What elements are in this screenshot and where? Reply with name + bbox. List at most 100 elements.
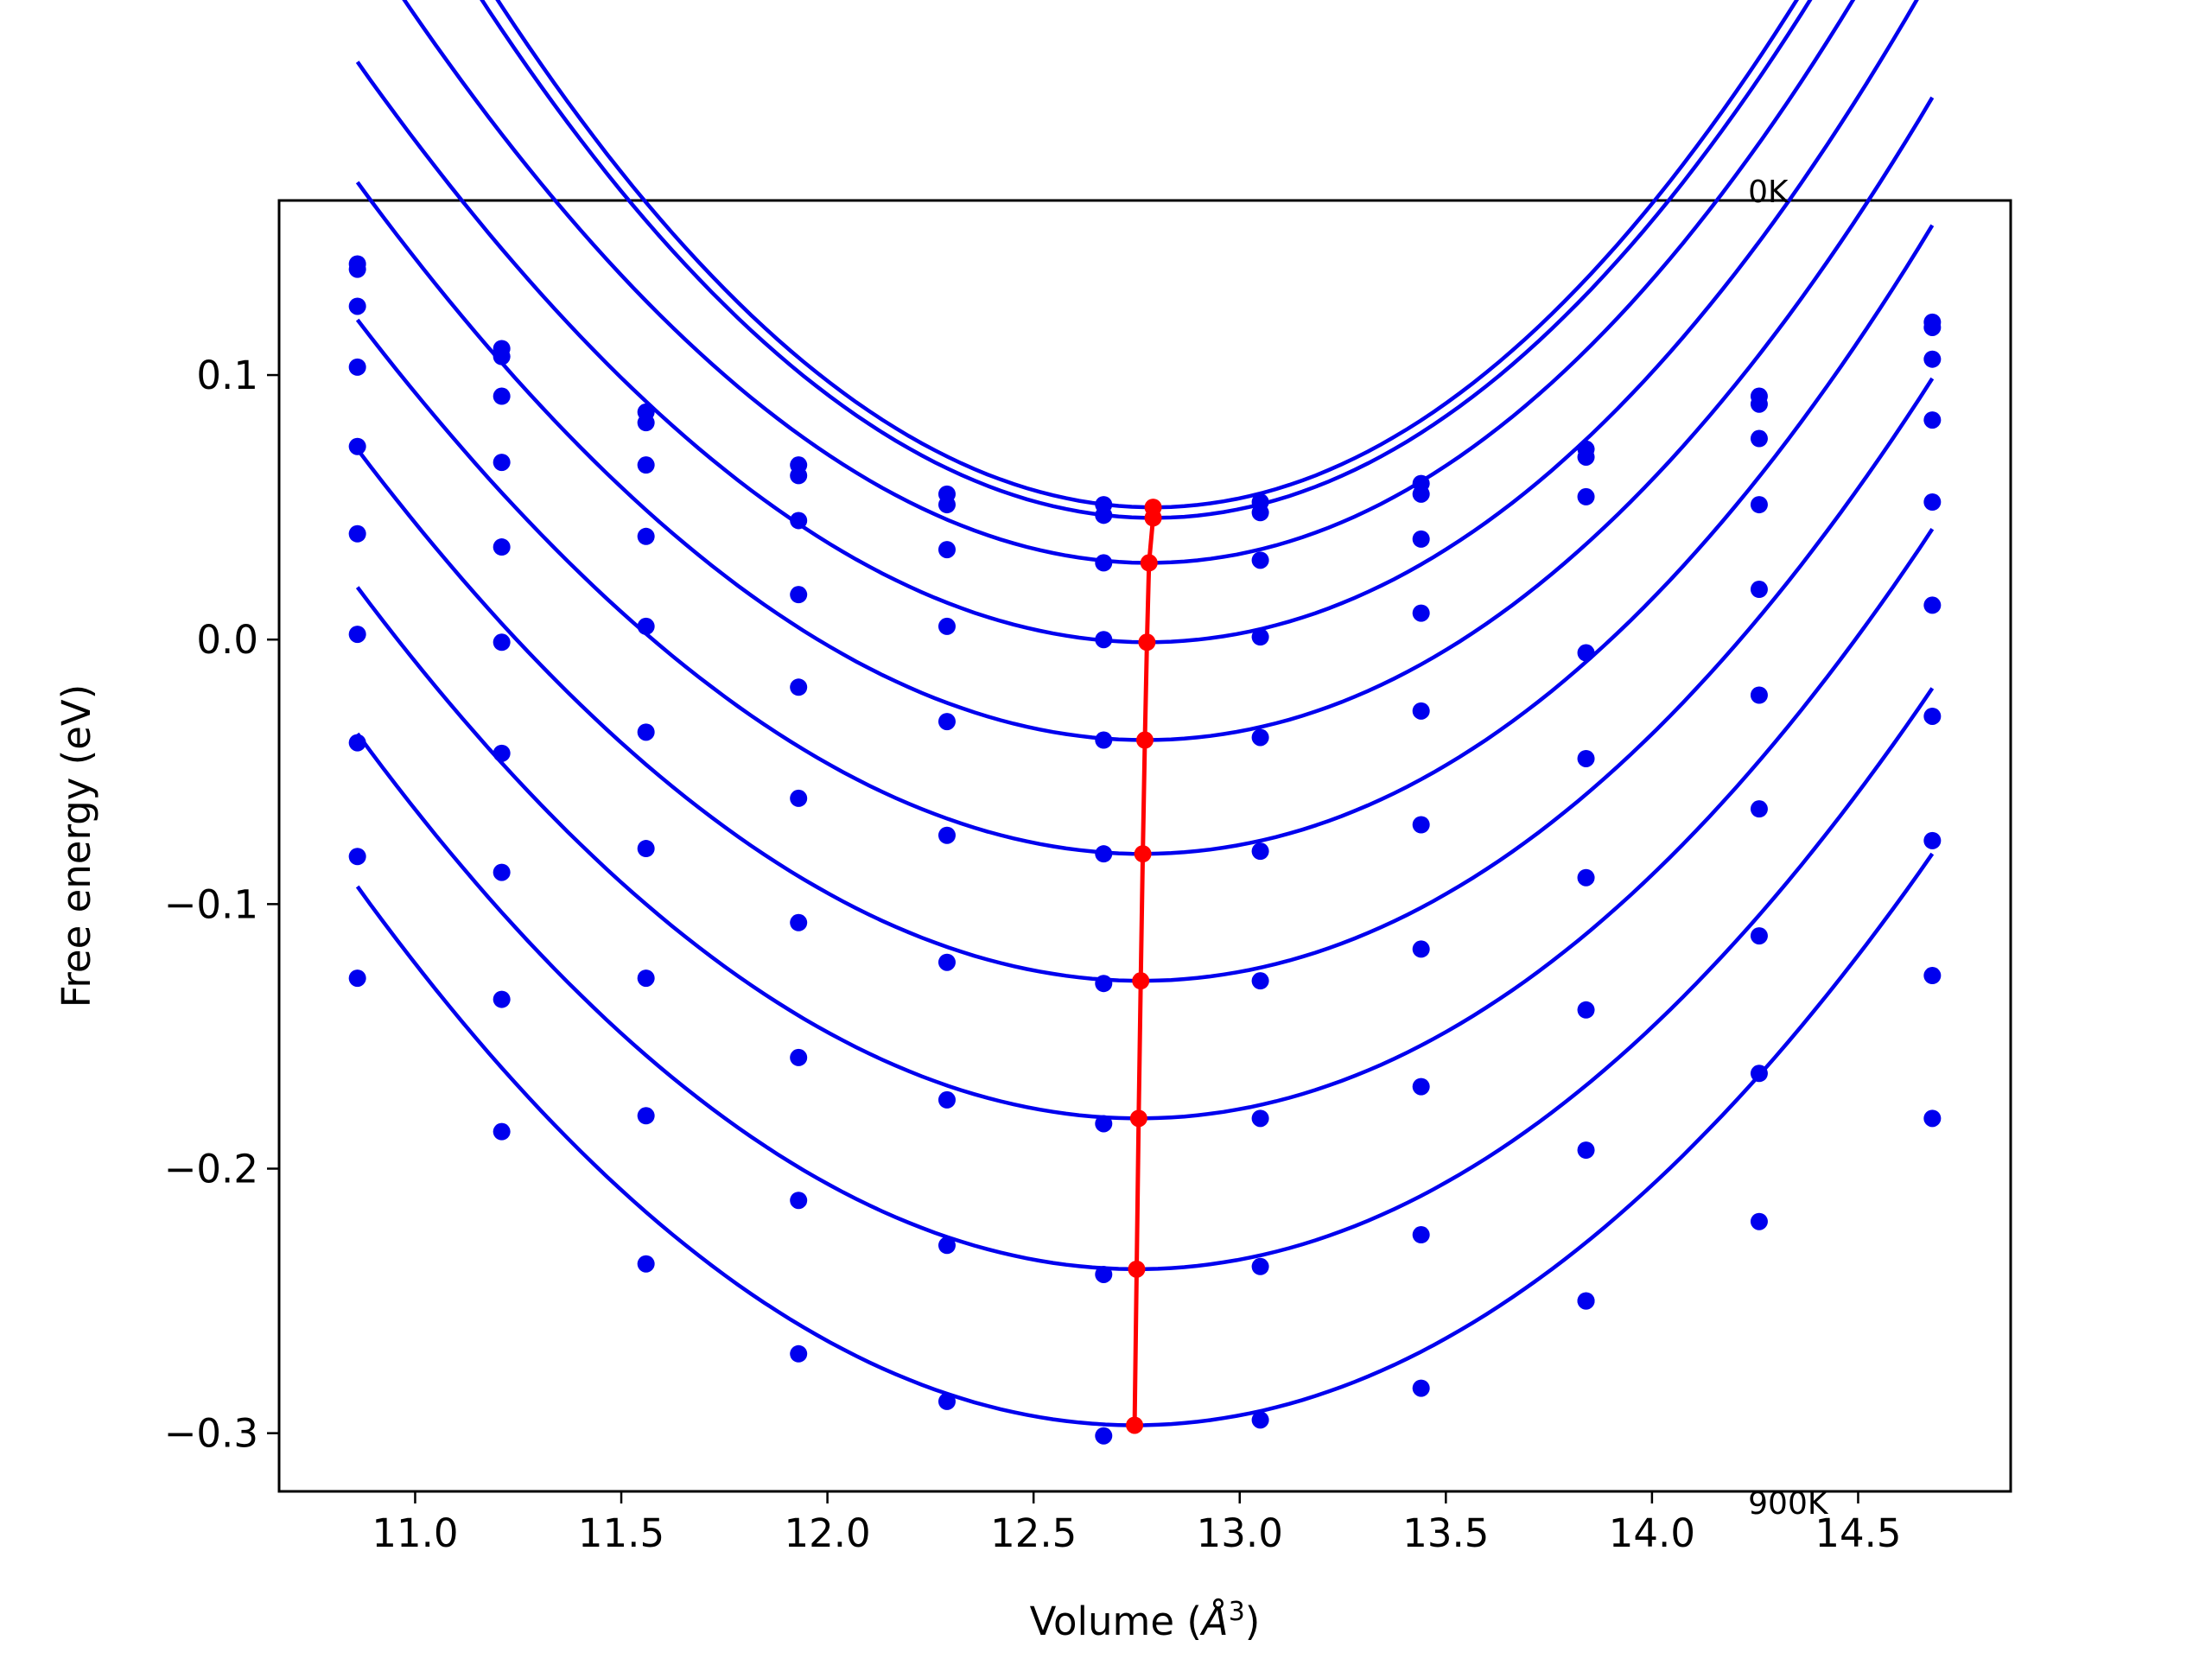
data-point xyxy=(1577,1292,1595,1310)
minimum-point xyxy=(1132,972,1150,990)
data-point xyxy=(1095,845,1113,863)
data-point xyxy=(1412,1226,1430,1244)
data-point xyxy=(348,626,366,644)
data-point xyxy=(493,990,511,1008)
data-point xyxy=(637,456,655,474)
data-point xyxy=(1750,1212,1768,1230)
isotherm-curve xyxy=(480,0,1813,520)
data-point xyxy=(637,414,655,432)
data-point xyxy=(493,633,511,652)
data-point xyxy=(938,1090,956,1109)
y-tick-label: −0.3 xyxy=(164,1411,258,1457)
data-point xyxy=(790,913,808,931)
data-point xyxy=(1251,842,1269,861)
data-point xyxy=(1750,927,1768,945)
x-tick-label: 14.5 xyxy=(1815,1510,1901,1556)
annotations: 0K 900K xyxy=(1748,175,1829,1522)
data-point xyxy=(938,541,956,559)
data-point xyxy=(1095,631,1113,649)
data-point xyxy=(1412,485,1430,503)
data-point xyxy=(790,1192,808,1210)
y-tick-label: 0.1 xyxy=(196,353,258,398)
data-point xyxy=(1923,707,1942,725)
x-axis-label: Volume (Å3) xyxy=(1030,1597,1261,1645)
x-tick-label: 11.5 xyxy=(578,1510,664,1556)
data-point xyxy=(938,713,956,731)
y-axis-label: Free energy (eV) xyxy=(54,684,99,1007)
data-point xyxy=(348,297,366,315)
data-point xyxy=(1923,967,1942,985)
data-point xyxy=(1923,1109,1942,1128)
minimum-point xyxy=(1140,554,1158,572)
data-point xyxy=(1251,728,1269,747)
data-point xyxy=(493,347,511,365)
data-point xyxy=(1577,644,1595,662)
data-point xyxy=(1577,1141,1595,1160)
data-point xyxy=(637,1255,655,1273)
minimum-point xyxy=(1144,509,1162,527)
x-tick-label: 13.0 xyxy=(1197,1510,1283,1556)
data-point xyxy=(1923,411,1942,429)
temperature-annotation: 900K xyxy=(1748,1486,1829,1522)
x-tick-label: 13.5 xyxy=(1402,1510,1489,1556)
temperature-annotation: 0K xyxy=(1748,175,1789,210)
data-point xyxy=(1577,448,1595,466)
data-point xyxy=(1251,1109,1269,1128)
data-point xyxy=(790,1344,808,1363)
data-point xyxy=(790,678,808,696)
data-point xyxy=(493,387,511,405)
data-point xyxy=(1412,604,1430,622)
x-tick-label: 12.0 xyxy=(784,1510,870,1556)
data-point xyxy=(1577,749,1595,767)
x-tick-label: 12.5 xyxy=(990,1510,1077,1556)
data-point xyxy=(1095,1427,1113,1445)
data-point xyxy=(1251,551,1269,569)
data-point xyxy=(348,358,366,376)
data-point xyxy=(637,617,655,635)
data-point xyxy=(1251,1411,1269,1429)
x-tick-label: 14.0 xyxy=(1609,1510,1695,1556)
data-point xyxy=(1251,1257,1269,1275)
data-point xyxy=(493,538,511,556)
isotherm-curve xyxy=(402,0,1856,565)
data-point xyxy=(348,437,366,455)
data-point xyxy=(938,496,956,514)
data-point xyxy=(1923,596,1942,614)
data-point xyxy=(938,1236,956,1255)
minimum-point xyxy=(1129,1109,1147,1128)
data-point xyxy=(938,826,956,844)
data-point xyxy=(348,524,366,543)
data-point xyxy=(1095,506,1113,524)
y-tick-label: 0.0 xyxy=(196,617,258,663)
data-point xyxy=(1412,816,1430,834)
data-point xyxy=(637,969,655,988)
y-tick-label: −0.1 xyxy=(164,881,258,927)
data-point xyxy=(1095,975,1113,993)
data-point xyxy=(790,1048,808,1066)
data-point xyxy=(938,617,956,635)
data-point xyxy=(1750,387,1768,405)
data-point xyxy=(637,1107,655,1125)
data-point xyxy=(790,586,808,604)
x-axis: 11.0 11.5 12.0 12.5 13.0 13.5 14.0 14.5 xyxy=(372,1491,1902,1556)
minimum-point xyxy=(1128,1260,1146,1278)
minimum-line xyxy=(1126,499,1162,1434)
data-points xyxy=(348,255,1942,1445)
data-point xyxy=(1095,554,1113,572)
data-point xyxy=(493,863,511,881)
isotherm-curve xyxy=(355,852,1935,1427)
data-point xyxy=(348,969,366,988)
data-point xyxy=(1923,831,1942,849)
data-point xyxy=(1750,496,1768,514)
data-point xyxy=(1750,1065,1768,1083)
data-point xyxy=(1095,1115,1113,1133)
minimum-point xyxy=(1126,1416,1144,1434)
isotherm-curve xyxy=(355,0,1919,645)
data-point xyxy=(1577,487,1595,505)
y-axis: −0.3 −0.2 −0.1 0.0 0.1 xyxy=(164,353,279,1457)
data-point xyxy=(1251,504,1269,522)
data-point xyxy=(637,527,655,545)
data-point xyxy=(938,1392,956,1410)
x-tick-label: 11.0 xyxy=(372,1510,458,1556)
